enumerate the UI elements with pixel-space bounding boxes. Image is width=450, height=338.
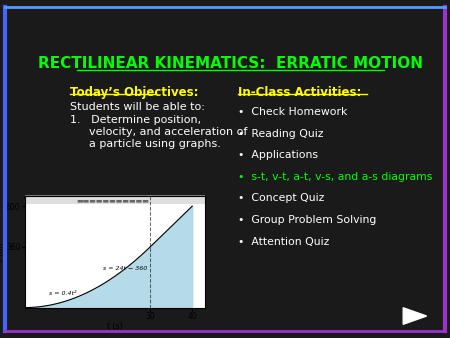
Text: 1.   Determine position,: 1. Determine position, — [70, 115, 201, 125]
Y-axis label: s (m): s (m) — [0, 242, 4, 262]
Text: Today’s Objectives:: Today’s Objectives: — [70, 86, 199, 99]
Text: s = 24t − 360: s = 24t − 360 — [103, 266, 147, 271]
Text: In-Class Activities:: In-Class Activities: — [238, 86, 361, 99]
Text: velocity, and acceleration of: velocity, and acceleration of — [90, 127, 248, 137]
Text: RECTILINEAR KINEMATICS:  ERRATIC MOTION: RECTILINEAR KINEMATICS: ERRATIC MOTION — [38, 56, 423, 71]
Polygon shape — [403, 308, 427, 324]
Text: a particle using graphs.: a particle using graphs. — [90, 139, 221, 149]
Text: •  s-t, v-t, a-t, v-s, and a-s diagrams: • s-t, v-t, a-t, v-s, and a-s diagrams — [238, 172, 432, 182]
Text: •  Attention Quiz: • Attention Quiz — [238, 237, 329, 246]
Text: ▬▬▬▬▬▬▬▬▬▬▬: ▬▬▬▬▬▬▬▬▬▬▬ — [76, 197, 149, 203]
Text: •  Reading Quiz: • Reading Quiz — [238, 128, 323, 139]
Text: •  Group Problem Solving: • Group Problem Solving — [238, 215, 376, 225]
Text: •  Concept Quiz: • Concept Quiz — [238, 193, 324, 203]
Text: •  Applications: • Applications — [238, 150, 318, 160]
Text: Students will be able to:: Students will be able to: — [70, 102, 205, 112]
Bar — [25, 195, 205, 204]
X-axis label: t (s): t (s) — [107, 322, 122, 331]
Text: s = 0.4t²: s = 0.4t² — [49, 291, 76, 296]
Text: •  Check Homework: • Check Homework — [238, 107, 347, 117]
